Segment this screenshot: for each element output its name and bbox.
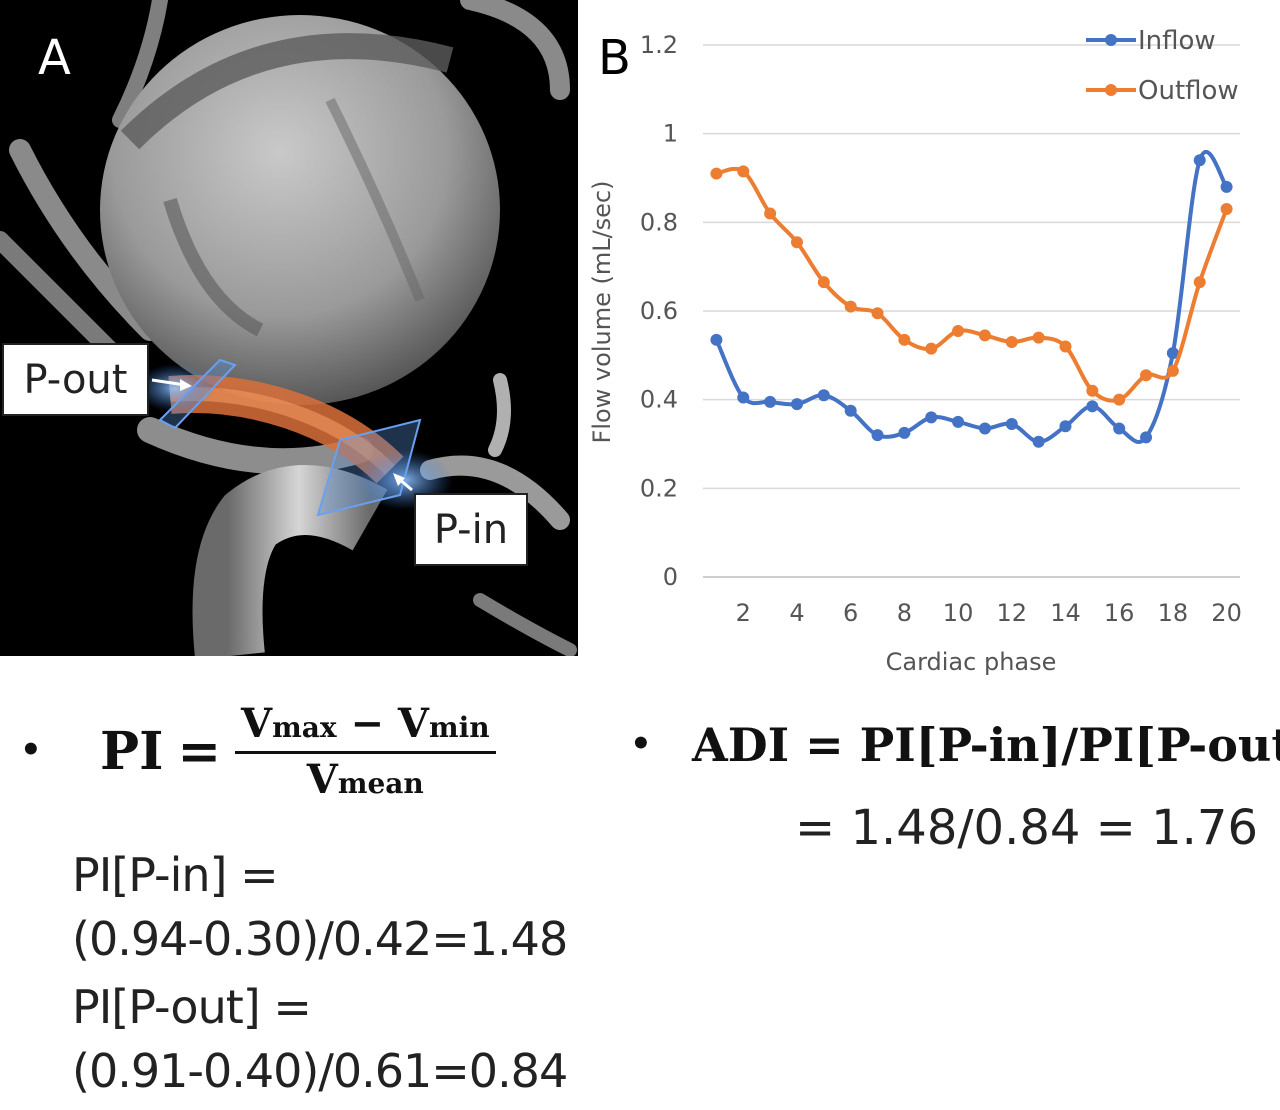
panel-a-letter: A: [38, 30, 71, 86]
x-tick-label: 10: [943, 599, 974, 627]
outflow-data-point: [817, 276, 830, 289]
outflow-data-point: [871, 307, 884, 320]
outflow-data-point: [1059, 340, 1072, 353]
inflow-data-point: [898, 426, 911, 439]
x-tick-label: 6: [843, 599, 858, 627]
inflow-data-point: [1113, 422, 1126, 435]
inflow-data-point: [925, 411, 938, 424]
inflow-data-point: [978, 422, 991, 435]
outflow-data-point: [1140, 369, 1153, 382]
inflow-data-point: [1086, 400, 1099, 413]
legend-swatch-marker: [1105, 34, 1117, 46]
x-axis-label: Cardiac phase: [886, 648, 1057, 676]
outflow-data-point: [710, 167, 723, 180]
y-axis-label: Flow volume (mL/sec): [588, 181, 616, 444]
outflow-data-point: [898, 333, 911, 346]
inflow-data-point: [952, 415, 965, 428]
legend-label: Outflow: [1138, 76, 1239, 106]
inflow-data-point: [1140, 431, 1153, 444]
inflow-data-point: [1059, 420, 1072, 433]
pi-out-line1: PI[P-out] =: [72, 980, 312, 1034]
legend-swatch-marker: [1105, 84, 1117, 96]
x-tick-label: 4: [789, 599, 804, 627]
outflow-data-point: [952, 324, 965, 337]
pi-fraction: Vmax − Vmin Vmean: [235, 700, 496, 803]
x-tick-label: 8: [897, 599, 912, 627]
pi-formula: PI = Vmax − Vmin Vmean: [100, 700, 496, 803]
inflow-data-point: [871, 429, 884, 442]
pi-in-line1: PI[P-in] =: [72, 848, 279, 902]
outflow-data-point: [790, 236, 803, 249]
pi-label: PI: [100, 721, 164, 782]
outflow-data-point: [1086, 384, 1099, 397]
y-tick-label: 1: [663, 120, 678, 148]
bullet-adi: •: [630, 724, 652, 764]
inflow-data-point: [1166, 347, 1179, 360]
y-tick-label: 0.2: [640, 474, 678, 502]
y-axis-ticks: 0 0.2 0.4 0.6 0.8 1 1.2: [640, 31, 678, 591]
x-tick-label: 20: [1211, 599, 1242, 627]
y-tick-label: 1.2: [640, 31, 678, 59]
bullet-pi: •: [20, 730, 42, 770]
x-tick-label: 14: [1050, 599, 1081, 627]
inflow-data-point: [844, 404, 857, 417]
inflow-series-line: [714, 149, 1229, 444]
outflow-series-line: [715, 166, 1229, 403]
p-out-label: P-out: [2, 343, 149, 416]
outflow-data-point: [1193, 276, 1206, 289]
inflow-data-point: [710, 333, 723, 346]
x-tick-label: 18: [1158, 599, 1189, 627]
flow-volume-chart: 0 0.2 0.4 0.6 0.8 1 1.2 2 4 6 8 10 12 14 16 18 20 Flow …: [588, 26, 1242, 676]
adi-result: = 1.48/0.84 = 1.76: [795, 800, 1259, 856]
x-tick-label: 2: [736, 599, 751, 627]
y-tick-label: 0: [663, 563, 678, 591]
vmin-subscript: min: [428, 711, 490, 744]
outflow-data-point: [1220, 203, 1233, 216]
outflow-data-point: [1032, 331, 1045, 344]
y-tick-label: 0.8: [640, 208, 678, 236]
vmin-symbol: V: [397, 700, 429, 747]
pi-equals: =: [177, 721, 222, 782]
minus-sign: −: [350, 700, 384, 747]
inflow-data-point: [817, 389, 830, 402]
adi-formula: ADI = PI[P-in]/PI[P-out]: [692, 718, 1280, 772]
inflow-data-point: [1005, 418, 1018, 431]
x-tick-label: 12: [997, 599, 1028, 627]
pi-numerator: Vmax − Vmin: [235, 700, 496, 754]
inflow-data-point: [1032, 435, 1045, 448]
pi-denominator: Vmean: [307, 754, 424, 803]
inflow-data-point: [737, 391, 750, 404]
series-layer: [710, 149, 1233, 448]
outflow-data-point: [737, 165, 750, 178]
y-tick-label: 0.4: [640, 386, 678, 414]
outflow-data-point: [1005, 336, 1018, 349]
vmax-symbol: V: [241, 700, 273, 747]
vmean-subscript: mean: [337, 767, 424, 800]
panel-a-3d-rendering: [0, 0, 578, 656]
vmax-subscript: max: [272, 711, 337, 744]
inflow-data-point: [1220, 180, 1233, 193]
outflow-data-point: [764, 207, 777, 220]
outflow-data-point: [1166, 364, 1179, 377]
pi-in-line2: (0.94-0.30)/0.42=1.48: [72, 912, 568, 966]
outflow-data-point: [844, 300, 857, 313]
grid-lines: [703, 44, 1240, 578]
pi-out-line2: (0.91-0.40)/0.61=0.84: [72, 1044, 568, 1098]
x-tick-label: 16: [1104, 599, 1135, 627]
legend: Inflow Outflow: [1086, 26, 1239, 106]
outflow-data-point: [925, 342, 938, 355]
inflow-data-point: [764, 395, 777, 408]
legend-label: Inflow: [1138, 26, 1216, 56]
y-tick-label: 0.6: [640, 297, 678, 325]
vessel-render-image: [0, 0, 577, 656]
x-axis-ticks: 2 4 6 8 10 12 14 16 18 20: [736, 599, 1242, 627]
inflow-data-point: [790, 398, 803, 411]
inflow-data-point: [1193, 154, 1206, 167]
panel-b-letter: B: [598, 30, 631, 86]
outflow-data-point: [1113, 393, 1126, 406]
vmean-symbol: V: [306, 756, 338, 803]
outflow-data-point: [978, 329, 991, 342]
p-in-label: P-in: [414, 493, 528, 566]
